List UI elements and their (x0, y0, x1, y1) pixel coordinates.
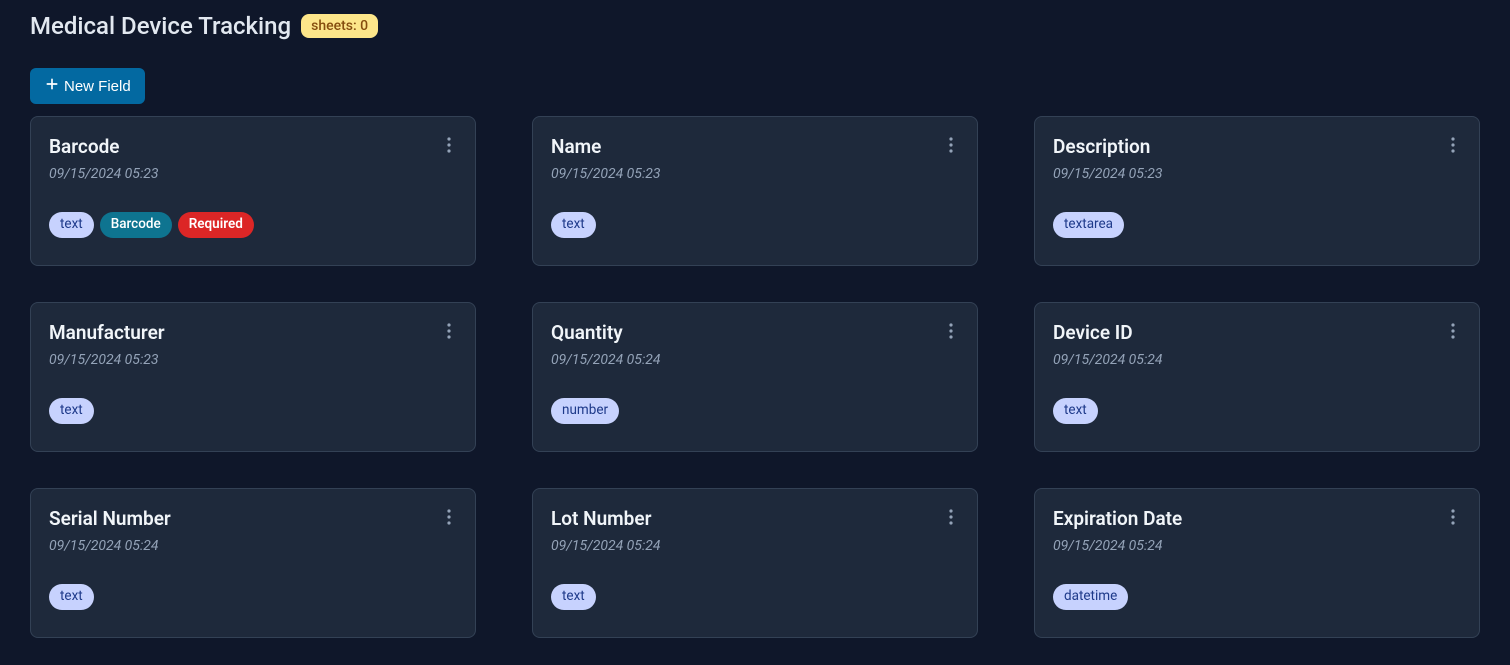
card-title: Lot Number (551, 507, 651, 530)
card-title: Quantity (551, 321, 623, 344)
card-menu-button[interactable] (1445, 135, 1461, 158)
card-title: Barcode (49, 135, 120, 158)
card-timestamp: 09/15/2024 05:24 (1053, 352, 1461, 368)
card-timestamp: 09/15/2024 05:23 (1053, 166, 1461, 182)
type-badge: text (49, 398, 94, 424)
card-timestamp: 09/15/2024 05:23 (49, 352, 457, 368)
field-card: Quantity 09/15/2024 05:24 number (532, 302, 978, 452)
type-badge: datetime (1053, 584, 1128, 610)
card-header: Description (1053, 135, 1461, 166)
card-header: Quantity (551, 321, 959, 352)
type-badge: textarea (1053, 212, 1124, 238)
card-menu-button[interactable] (441, 321, 457, 344)
card-menu-button[interactable] (943, 321, 959, 344)
card-header: Device ID (1053, 321, 1461, 352)
card-menu-button[interactable] (441, 507, 457, 530)
card-timestamp: 09/15/2024 05:23 (49, 166, 457, 182)
card-menu-button[interactable] (943, 135, 959, 158)
header: Medical Device Tracking sheets: 0 (30, 12, 1480, 40)
card-timestamp: 09/15/2024 05:24 (551, 352, 959, 368)
badge-row: text (551, 584, 959, 610)
more-vertical-icon (447, 513, 451, 528)
more-vertical-icon (949, 513, 953, 528)
field-card: Manufacturer 09/15/2024 05:23 text (30, 302, 476, 452)
type-badge: text (551, 212, 596, 238)
more-vertical-icon (949, 327, 953, 342)
card-header: Name (551, 135, 959, 166)
sheets-badge: sheets: 0 (301, 14, 378, 38)
badge-row: text (1053, 398, 1461, 424)
card-menu-button[interactable] (441, 135, 457, 158)
field-card: Description 09/15/2024 05:23 textarea (1034, 116, 1480, 266)
field-card: Name 09/15/2024 05:23 text (532, 116, 978, 266)
badge-row: datetime (1053, 584, 1461, 610)
more-vertical-icon (949, 141, 953, 156)
barcode-badge: Barcode (100, 212, 172, 238)
badge-row: text (551, 212, 959, 238)
card-header: Barcode (49, 135, 457, 166)
badge-row: textBarcodeRequired (49, 212, 457, 238)
page-title: Medical Device Tracking (30, 12, 291, 40)
badge-row: textarea (1053, 212, 1461, 238)
card-timestamp: 09/15/2024 05:24 (551, 538, 959, 554)
card-menu-button[interactable] (1445, 321, 1461, 344)
card-title: Serial Number (49, 507, 171, 530)
card-title: Name (551, 135, 601, 158)
type-badge: number (551, 398, 619, 424)
field-card: Expiration Date 09/15/2024 05:24 datetime (1034, 488, 1480, 638)
card-title: Description (1053, 135, 1150, 158)
badge-row: text (49, 584, 457, 610)
card-timestamp: 09/15/2024 05:24 (49, 538, 457, 554)
type-badge: text (49, 212, 94, 238)
field-card: Lot Number 09/15/2024 05:24 text (532, 488, 978, 638)
type-badge: text (1053, 398, 1098, 424)
card-title: Manufacturer (49, 321, 165, 344)
card-header: Lot Number (551, 507, 959, 538)
card-menu-button[interactable] (1445, 507, 1461, 530)
more-vertical-icon (447, 327, 451, 342)
card-menu-button[interactable] (943, 507, 959, 530)
required-badge: Required (178, 212, 254, 238)
badge-row: number (551, 398, 959, 424)
field-card: Barcode09/15/2024 05:23textBarcodeRequir… (30, 116, 476, 266)
more-vertical-icon (1451, 327, 1455, 342)
page: Medical Device Tracking sheets: 0 New Fi… (0, 0, 1510, 665)
field-card: Device ID 09/15/2024 05:24 text (1034, 302, 1480, 452)
type-badge: text (49, 584, 94, 610)
field-card: Serial Number 09/15/2024 05:24 text (30, 488, 476, 638)
card-header: Expiration Date (1053, 507, 1461, 538)
card-timestamp: 09/15/2024 05:24 (1053, 538, 1461, 554)
card-title: Expiration Date (1053, 507, 1182, 530)
more-vertical-icon (1451, 513, 1455, 528)
more-vertical-icon (1451, 141, 1455, 156)
type-badge: text (551, 584, 596, 610)
more-vertical-icon (447, 141, 451, 156)
plus-icon (44, 76, 60, 96)
card-header: Manufacturer (49, 321, 457, 352)
card-header: Serial Number (49, 507, 457, 538)
card-timestamp: 09/15/2024 05:23 (551, 166, 959, 182)
field-grid: Barcode09/15/2024 05:23textBarcodeRequir… (30, 116, 1480, 638)
badge-row: text (49, 398, 457, 424)
card-title: Device ID (1053, 321, 1133, 344)
new-field-button[interactable]: New Field (30, 68, 145, 104)
new-field-label: New Field (64, 78, 131, 95)
